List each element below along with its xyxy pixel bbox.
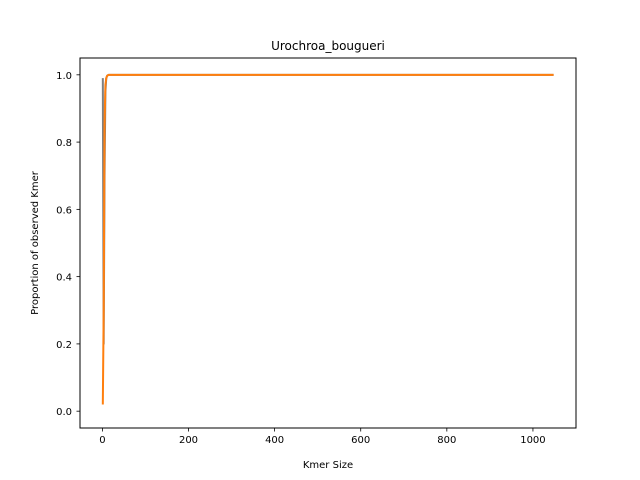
x-tick-label: 600 <box>351 435 370 446</box>
x-tick-label: 800 <box>437 435 456 446</box>
x-tick-label: 1000 <box>520 435 545 446</box>
y-axis: 0.0 0.2 0.4 0.6 0.8 1.0 <box>56 71 80 418</box>
plot-lines <box>101 73 554 405</box>
y-axis-title: Proportion of observed Kmer <box>30 170 41 315</box>
chart-title: Urochroa_bougueri <box>271 39 385 53</box>
y-tick-label: 0.6 <box>56 205 72 216</box>
y-tick-label: 0.2 <box>56 340 72 351</box>
x-axis-title: Kmer Size <box>303 460 353 471</box>
x-axis: 0 200 400 600 800 1000 <box>99 428 546 446</box>
x-tick-label: 0 <box>99 435 105 446</box>
y-tick-label: 0.8 <box>56 138 72 149</box>
y-tick-label: 1.0 <box>56 71 72 82</box>
y-tick-label: 0.4 <box>56 273 72 284</box>
y-tick-label: 0.0 <box>56 407 72 418</box>
plot-frame <box>79 57 577 429</box>
series-line-2 <box>101 73 554 405</box>
x-tick-label: 200 <box>179 435 198 446</box>
x-tick-label: 400 <box>265 435 284 446</box>
